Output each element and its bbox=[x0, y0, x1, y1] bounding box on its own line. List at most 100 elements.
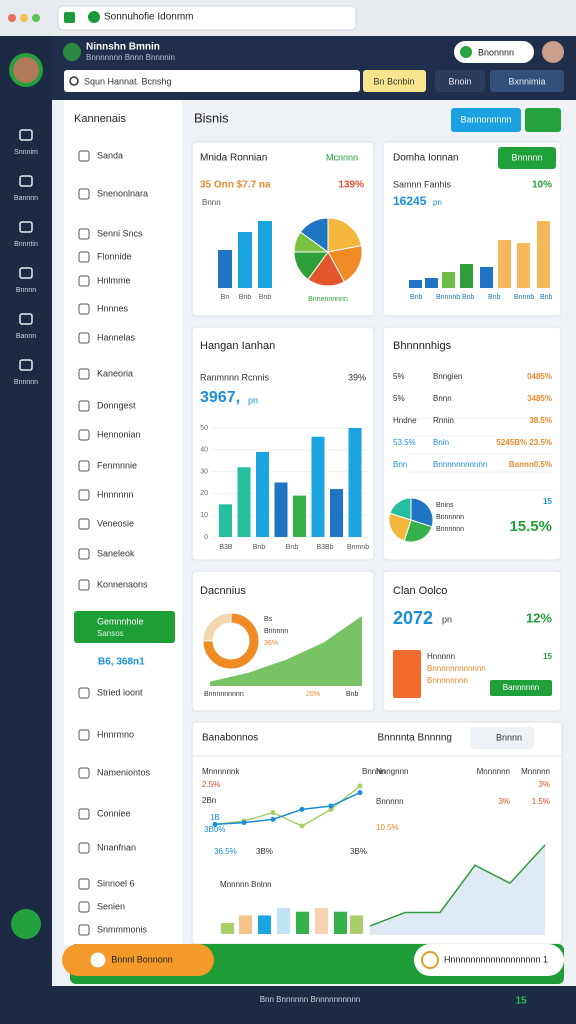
bar bbox=[258, 915, 271, 934]
bar bbox=[221, 922, 234, 934]
chart-label: Bnnnn bbox=[362, 767, 385, 776]
sidebar-icon[interactable] bbox=[19, 267, 33, 279]
y-tick-label: 0 bbox=[204, 534, 208, 541]
sidebar-icon[interactable] bbox=[19, 129, 33, 141]
line bbox=[214, 791, 361, 826]
nav-active-label: Gemnnhole bbox=[97, 616, 144, 626]
bar bbox=[219, 504, 232, 537]
card-label: Samnn Fanhis bbox=[393, 179, 452, 189]
point bbox=[357, 790, 363, 796]
sidebar-badge[interactable] bbox=[11, 909, 41, 939]
x-tick-label: Bnb bbox=[286, 544, 299, 551]
card-unit: pn bbox=[433, 198, 442, 207]
nav-panel bbox=[64, 100, 182, 945]
nav-icon bbox=[78, 368, 90, 380]
search-input[interactable] bbox=[64, 70, 360, 92]
nav-item: Nameniontos bbox=[97, 767, 151, 777]
sidebar-icon[interactable] bbox=[19, 221, 33, 233]
nav-item: Konnenaons bbox=[97, 579, 148, 589]
bar bbox=[537, 221, 550, 288]
row-cell: 3485% bbox=[527, 394, 552, 403]
donut-label: Bnnnnn bbox=[264, 628, 288, 635]
nav-icon bbox=[78, 251, 90, 263]
sidebar-label: Bannn bbox=[16, 333, 36, 340]
header-button[interactable] bbox=[435, 70, 485, 92]
search-icon bbox=[69, 76, 79, 86]
chart-label: Bnnnnn bbox=[376, 797, 404, 806]
nav-icon bbox=[78, 275, 90, 287]
nav-icon bbox=[78, 878, 90, 890]
pill-icon bbox=[421, 951, 439, 969]
row-cell: Rnnin bbox=[433, 416, 454, 425]
card-change: 139% bbox=[338, 180, 364, 191]
pie-slice bbox=[388, 512, 412, 542]
user-avatar[interactable] bbox=[542, 41, 564, 63]
area-line bbox=[369, 844, 546, 927]
card-subtitle: Bnnnnta Bnnnng bbox=[377, 733, 452, 744]
chart-label: Mnnnnnn bbox=[477, 767, 510, 776]
nav-icon bbox=[78, 808, 90, 820]
sidebar-label: Snnnim bbox=[14, 149, 38, 156]
page-action-icon[interactable] bbox=[525, 108, 561, 132]
nav-icon bbox=[78, 687, 90, 699]
browser-tab[interactable] bbox=[57, 5, 357, 31]
bar bbox=[460, 264, 473, 288]
point bbox=[212, 821, 218, 827]
nav-icon bbox=[78, 579, 90, 591]
chart-label: 10.5% bbox=[376, 823, 399, 832]
right-pill[interactable] bbox=[414, 944, 564, 976]
row-cell: Bnn bbox=[393, 460, 407, 469]
nav-icon bbox=[78, 901, 90, 913]
sidebar-icon[interactable] bbox=[19, 175, 33, 187]
search-box[interactable] bbox=[470, 727, 534, 749]
legend-label: Bnins bbox=[436, 502, 454, 509]
status-text: Bnn Bnnnnnn Bnnnnnnnnnn bbox=[260, 995, 361, 1004]
point bbox=[299, 823, 305, 829]
button[interactable] bbox=[498, 147, 556, 169]
card-title: Hangan Ianhan bbox=[200, 340, 275, 352]
pie-slice bbox=[299, 217, 329, 253]
window-dot bbox=[8, 14, 16, 22]
bar bbox=[218, 250, 232, 288]
brand-subtitle: Bnnnnnnn Bnnn Bnnnnin bbox=[86, 53, 175, 62]
nav-item: Senien bbox=[97, 901, 125, 911]
chart-label: 3B% bbox=[256, 847, 273, 856]
card-unit: pn bbox=[248, 395, 258, 405]
bar bbox=[409, 280, 422, 288]
nav-icon bbox=[78, 150, 90, 162]
pie-slice bbox=[327, 245, 363, 283]
row-cell: 53.5% bbox=[393, 438, 416, 447]
point bbox=[241, 820, 247, 826]
card-icon bbox=[393, 650, 421, 698]
card-title: Banabonnos bbox=[202, 733, 258, 744]
sidebar-icon[interactable] bbox=[19, 359, 33, 371]
nav-item: Fenmnnie bbox=[97, 460, 137, 470]
pie-slice bbox=[389, 497, 412, 521]
page-action[interactable] bbox=[451, 108, 521, 132]
header-pill[interactable] bbox=[454, 41, 534, 63]
tab-title: Sonnuhofie Idonmm bbox=[104, 12, 194, 23]
pill-label: Bnonnnn bbox=[478, 47, 514, 57]
sidebar-icon[interactable] bbox=[19, 313, 33, 325]
y-tick-label: 50 bbox=[200, 425, 208, 432]
nav-item: Veneosie bbox=[97, 518, 134, 528]
bar bbox=[256, 451, 269, 537]
card-metric: 35 Onn $7.7 na bbox=[200, 180, 271, 191]
button-label: Bannnnnn bbox=[503, 683, 539, 692]
chart-label: 3% bbox=[498, 797, 510, 806]
chart-label: 3% bbox=[538, 780, 550, 789]
header-button[interactable] bbox=[490, 70, 564, 92]
bar bbox=[274, 482, 288, 537]
pie-slice bbox=[202, 612, 232, 642]
nav-active[interactable] bbox=[74, 611, 175, 643]
pill-label: Hnnnnnnnnnnnnnnnnnn 1 bbox=[444, 954, 548, 964]
nav-icon bbox=[78, 548, 90, 560]
button[interactable] bbox=[490, 680, 552, 696]
row-cell: 5% bbox=[393, 394, 405, 403]
card-link: Mcnnnn bbox=[326, 152, 358, 162]
header-button[interactable] bbox=[363, 70, 426, 92]
point bbox=[299, 806, 305, 812]
card-change: 10% bbox=[532, 180, 552, 191]
nav-value: B6, 368n1 bbox=[98, 657, 145, 668]
